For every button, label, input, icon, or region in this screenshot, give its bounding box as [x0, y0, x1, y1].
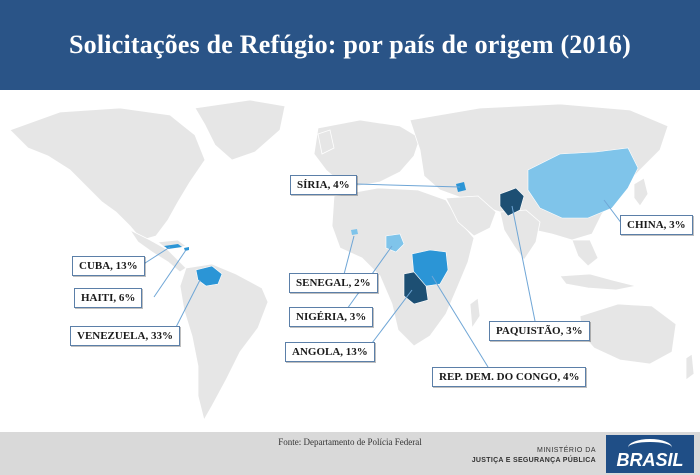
- country-haiti: [184, 247, 189, 251]
- leader-cuba: [141, 246, 171, 266]
- ministry-line-2: JUSTIÇA E SEGURANÇA PÚBLICA: [471, 457, 596, 464]
- leader-paquistao: [511, 205, 537, 327]
- land-south-america: [179, 263, 269, 422]
- land-australia: [579, 303, 677, 365]
- leader-venezuela: [171, 279, 201, 336]
- leader-siria: [355, 183, 461, 188]
- land-europe: [313, 119, 421, 187]
- logo-swoosh-icon: [628, 439, 672, 456]
- land-new-zealand: [685, 353, 695, 381]
- ministry-credit: MINISTÉRIO DA JUSTIÇA E SEGURANÇA PÚBLIC…: [472, 446, 596, 466]
- land-southeast-asia: [571, 239, 599, 267]
- land-uk: [317, 129, 335, 155]
- label-senegal: SENEGAL, 2%: [289, 273, 378, 293]
- leader-rdc: [431, 275, 489, 368]
- country-angola: [403, 271, 429, 305]
- leader-angola: [365, 289, 413, 352]
- country-venezuela: [195, 265, 223, 287]
- label-haiti: HAITI, 6%: [74, 288, 143, 308]
- label-nigeria: NIGÉRIA, 3%: [289, 307, 374, 327]
- land-arabia: [445, 195, 497, 237]
- land-greenland: [194, 99, 286, 161]
- country-china: [527, 147, 639, 219]
- label-paquistao: PAQUISTÃO, 3%: [489, 321, 590, 341]
- page-title: Solicitações de Refúgio: por país de ori…: [69, 30, 631, 59]
- leader-haiti: [153, 249, 187, 298]
- title-banner: Solicitações de Refúgio: por país de ori…: [0, 0, 700, 90]
- label-siria: SÍRIA, 4%: [290, 175, 357, 195]
- land-japan: [633, 177, 649, 207]
- world-map: CUBA, 13% HAITI, 6% VENEZUELA, 33% SÍRIA…: [0, 90, 700, 432]
- source-note: Fonte: Departamento de Polícia Federal: [278, 437, 422, 447]
- label-china: CHINA, 3%: [620, 215, 693, 235]
- footer: Fonte: Departamento de Polícia Federal M…: [0, 432, 700, 475]
- leader-china: [603, 199, 623, 225]
- land-africa: [331, 187, 475, 347]
- label-angola: ANGOLA, 13%: [285, 342, 375, 362]
- brasil-logo: BRASIL: [606, 435, 694, 473]
- ministry-line-1: MINISTÉRIO DA: [536, 447, 596, 454]
- label-rdc: REP. DEM. DO CONGO, 4%: [432, 367, 587, 387]
- land-central-america: [128, 228, 187, 273]
- country-paquistao: [499, 187, 525, 217]
- land-madagascar: [469, 297, 481, 330]
- country-siria: [456, 182, 466, 192]
- land-india: [499, 209, 541, 261]
- label-venezuela: VENEZUELA, 33%: [70, 326, 180, 346]
- land-indonesia: [559, 273, 637, 291]
- land-north-america: [9, 107, 206, 241]
- country-senegal: [351, 229, 358, 235]
- world-map-svg: [9, 99, 695, 422]
- label-cuba: CUBA, 13%: [72, 256, 145, 276]
